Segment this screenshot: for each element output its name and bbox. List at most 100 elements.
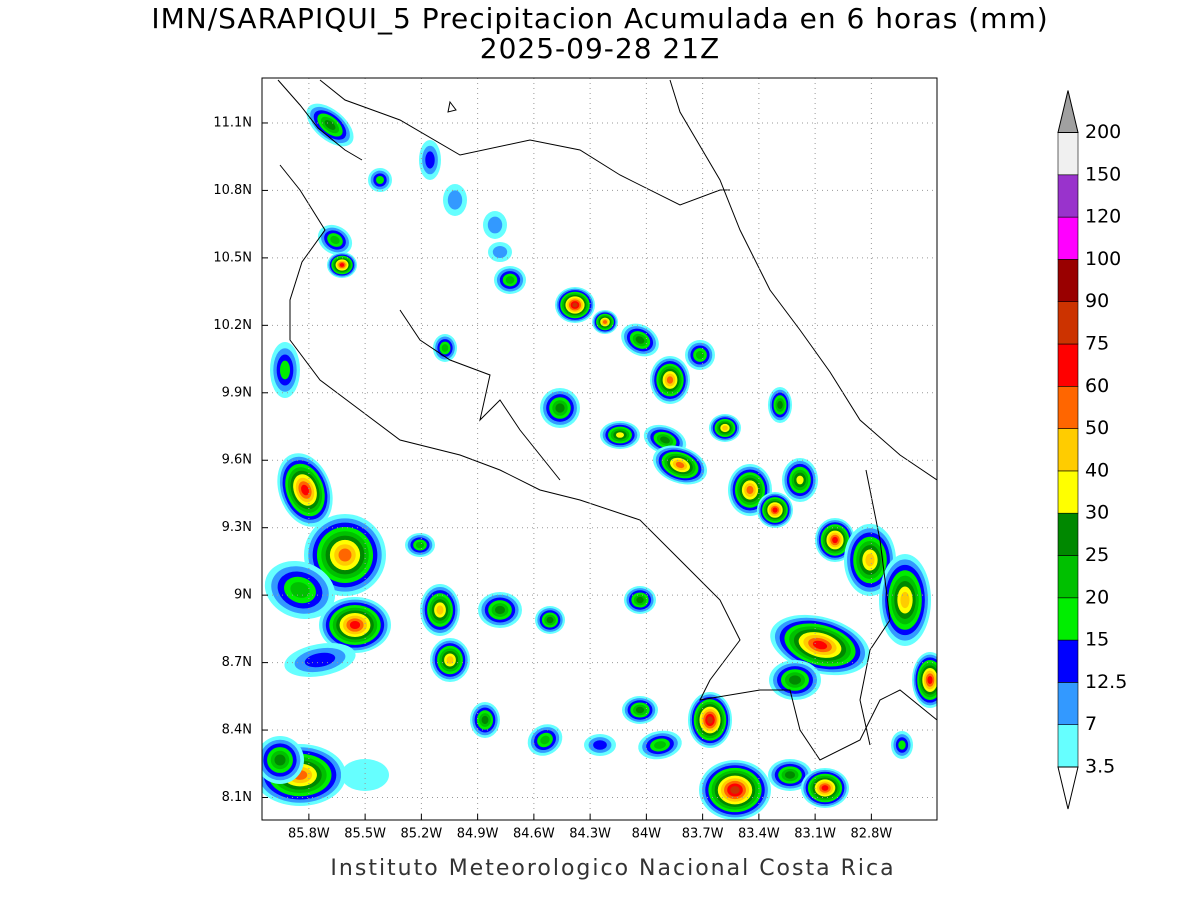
precip-contour: [339, 263, 345, 267]
colorbar-label: 12.5: [1085, 671, 1127, 693]
x-tick-label: 82.8W: [850, 827, 892, 842]
y-tick-label: 9N: [234, 588, 252, 603]
colorbar-box: [1057, 470, 1079, 514]
colorbar-label: 60: [1085, 375, 1109, 397]
precip-contour: [301, 484, 309, 496]
coastline: [277, 79, 363, 161]
y-tick-label: 8.4N: [222, 723, 252, 738]
precip-contour: [492, 246, 508, 258]
coastlines: [277, 79, 937, 761]
precip-contour: [441, 344, 449, 352]
colorbar-label: 7: [1085, 713, 1097, 735]
x-tick-label: 84.9W: [457, 827, 499, 842]
precip-contour: [280, 360, 290, 380]
y-tick-label: 8.1N: [222, 790, 252, 805]
x-tick-label: 84.3W: [569, 827, 611, 842]
y-tick-label: 9.6N: [222, 453, 252, 468]
y-tick-label: 9.9N: [222, 385, 252, 400]
precip-contour: [555, 403, 565, 413]
precip-contour: [654, 741, 666, 749]
colorbar-under: [1057, 766, 1079, 810]
precip-contour: [274, 754, 286, 766]
colorbar-box: [1057, 132, 1079, 176]
colorbar-box: [1057, 639, 1079, 683]
border: [859, 469, 891, 746]
x-tick-label: 83.4W: [738, 827, 780, 842]
x-tick-label: 84.6W: [513, 827, 555, 842]
precip-contour: [636, 596, 644, 604]
colorbar-label: 150: [1085, 163, 1121, 185]
title: IMN/SARAPIQUI_5 Precipitacion Acumulada …: [151, 2, 1048, 35]
precip-contour: [635, 336, 645, 344]
map-frame: [261, 77, 938, 821]
precip-contour: [746, 485, 754, 495]
colorbar-label: 75: [1085, 333, 1109, 355]
precip-contour: [446, 656, 454, 664]
y-tick-label: 10.2N: [213, 318, 252, 333]
precip-contour: [812, 640, 828, 650]
precip-contour: [675, 461, 685, 469]
colorbar-box: [1057, 555, 1079, 599]
precip-contour: [821, 785, 829, 791]
precip-contour: [593, 740, 607, 750]
colorbar-box: [1057, 682, 1079, 726]
precip-contour: [784, 771, 796, 779]
x-tick-label: 85.5W: [344, 827, 386, 842]
colorbar-box: [1057, 301, 1079, 345]
precip-contour: [635, 706, 645, 714]
precip-contour: [546, 616, 554, 624]
colorbar-label: 200: [1085, 121, 1121, 143]
precip-contour: [425, 151, 435, 169]
precip-contour: [772, 507, 778, 513]
precip-contour: [349, 621, 361, 629]
colorbar-box: [1057, 597, 1079, 641]
colorbar-box: [1057, 216, 1079, 260]
axes: 85.8W 85.5W 85.2W 84.9W 84.6W 84.3W 84W 83.7W 83…: [213, 78, 937, 842]
y-tick-label: 10.8N: [213, 183, 252, 198]
colorbar-box: [1057, 512, 1079, 556]
precip-contour: [898, 740, 906, 750]
colorbar-label: 20: [1085, 586, 1109, 608]
precip-contour: [602, 320, 608, 324]
precip-field: [262, 103, 937, 820]
colorbar: 3.5 7 12.5 15 20 25 30 40 50 60 75 90 100 120 150 200: [1057, 90, 1127, 810]
credit: Instituto Meteorologico Nacional Costa R…: [330, 856, 895, 881]
x-tick-label: 84W: [632, 827, 662, 842]
y-tick-label: 8.7N: [222, 655, 252, 670]
precip-contour: [376, 176, 384, 184]
precip-contour: [927, 676, 933, 684]
precip-contour: [695, 350, 705, 360]
colorbar-label: 3.5: [1085, 756, 1115, 778]
colorbar-label: 15: [1085, 629, 1109, 651]
precip-contour: [494, 605, 506, 615]
precip-contour: [832, 536, 838, 544]
precip-contour: [777, 400, 783, 410]
precip-contour: [865, 553, 875, 567]
precip-contour: [290, 582, 310, 598]
precip-contour: [505, 276, 515, 284]
precip-contour: [338, 548, 352, 562]
precip-contour: [341, 759, 389, 791]
colorbar-over: [1057, 90, 1079, 133]
colorbar-box: [1057, 428, 1079, 472]
x-tick-label: 83.7W: [682, 827, 724, 842]
colorbar-label: 25: [1085, 544, 1109, 566]
colorbar-box: [1057, 259, 1079, 302]
precip-contour: [660, 436, 670, 444]
precip-contour: [789, 675, 801, 685]
colorbar-label: 90: [1085, 290, 1109, 312]
colorbar-label: 40: [1085, 459, 1109, 481]
colorbar-box: [1057, 724, 1079, 768]
coastline: [399, 309, 561, 481]
precip-contour: [330, 235, 340, 245]
precip-contour: [447, 190, 463, 210]
colorbar-label: 120: [1085, 206, 1121, 228]
y-tick-label: 9.3N: [222, 520, 252, 535]
y-tick-label: 10.5N: [213, 250, 252, 265]
precip-contour: [415, 541, 425, 549]
precip-contour: [487, 216, 503, 234]
x-tick-label: 83.1W: [794, 827, 836, 842]
precip-contour: [304, 652, 336, 668]
precip-contour: [900, 591, 910, 609]
